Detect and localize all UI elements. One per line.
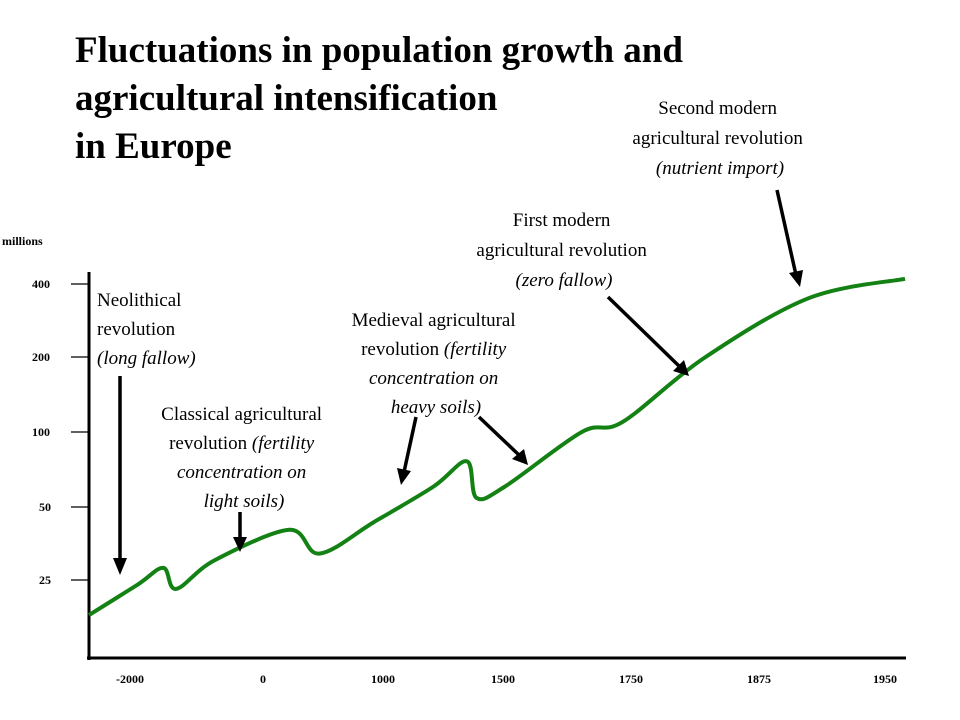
annotation-medieval: Medieval agricultural revolution (fertil… [352, 310, 521, 418]
y-tick-label: 400 [32, 277, 50, 291]
arrow-neolithical [113, 376, 127, 575]
annotation-classical: Classical agricultural revolution (ferti… [161, 404, 327, 512]
arrow-classical [233, 512, 247, 552]
annotation-neolithical: Neolithical revolution (long fallow) [97, 290, 196, 369]
x-tick-label: 1000 [371, 672, 395, 686]
x-tick-label: 0 [260, 672, 266, 686]
chart-title-line-3: in Europe [75, 126, 232, 167]
y-ticks [71, 283, 89, 581]
x-tick-labels: -2000 0 1000 1500 1750 1875 1950 [116, 672, 897, 686]
y-tick-label: 25 [39, 573, 51, 587]
arrow-first-modern [606, 295, 689, 376]
x-tick-label: 1875 [747, 672, 771, 686]
y-tick-labels: 400 200 100 50 25 [32, 277, 51, 587]
annotation-second-modern: Second modern agricultural revolution (n… [632, 98, 807, 179]
chart-title-line-2: agricultural intensification [75, 78, 498, 119]
x-tick-label: 1500 [491, 672, 515, 686]
y-tick-label: 100 [32, 425, 50, 439]
y-axis-label: millions [2, 234, 43, 248]
annotation-first-modern: First modern agricultural revolution (ze… [476, 210, 651, 291]
arrow-medieval-2 [477, 415, 528, 465]
arrow-medieval-1 [397, 416, 418, 485]
y-tick-label: 200 [32, 350, 50, 364]
chart-title-line-1: Fluctuations in population growth and [75, 30, 683, 71]
arrow-second-modern [775, 189, 803, 287]
annotation-arrows [113, 189, 803, 575]
x-tick-label: -2000 [116, 672, 144, 686]
x-tick-label: 1750 [619, 672, 643, 686]
y-tick-label: 50 [39, 500, 51, 514]
population-series-line [87, 276, 906, 617]
x-tick-label: 1950 [873, 672, 897, 686]
